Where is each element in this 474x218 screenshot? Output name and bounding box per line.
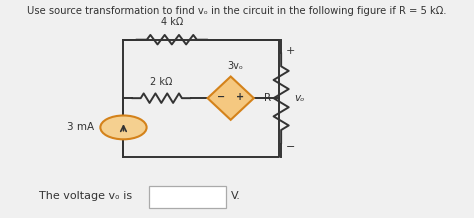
Text: +: +	[286, 46, 296, 56]
Circle shape	[100, 116, 146, 139]
Text: The voltage vₒ is: The voltage vₒ is	[39, 191, 133, 201]
Text: +: +	[236, 92, 244, 102]
Text: −: −	[218, 92, 226, 102]
Text: 3 mA: 3 mA	[67, 123, 94, 132]
Text: 2 kΩ: 2 kΩ	[150, 77, 173, 87]
Text: R: R	[264, 93, 271, 103]
Text: 3vₒ: 3vₒ	[227, 61, 243, 71]
Text: V.: V.	[231, 191, 241, 201]
Text: −: −	[286, 142, 296, 152]
Text: 4 kΩ: 4 kΩ	[161, 17, 183, 27]
Text: Use source transformation to find vₒ in the circuit in the following figure if R: Use source transformation to find vₒ in …	[27, 6, 447, 16]
FancyBboxPatch shape	[149, 186, 227, 208]
Text: vₒ: vₒ	[294, 93, 304, 103]
Polygon shape	[208, 77, 254, 120]
